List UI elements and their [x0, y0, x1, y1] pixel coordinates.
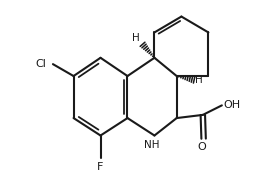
Text: F: F: [97, 162, 104, 172]
Text: H: H: [195, 75, 203, 85]
Text: O: O: [198, 142, 206, 152]
Text: H: H: [132, 33, 140, 43]
Text: NH: NH: [144, 140, 159, 150]
Text: OH: OH: [223, 100, 241, 110]
Text: Cl: Cl: [36, 59, 47, 69]
